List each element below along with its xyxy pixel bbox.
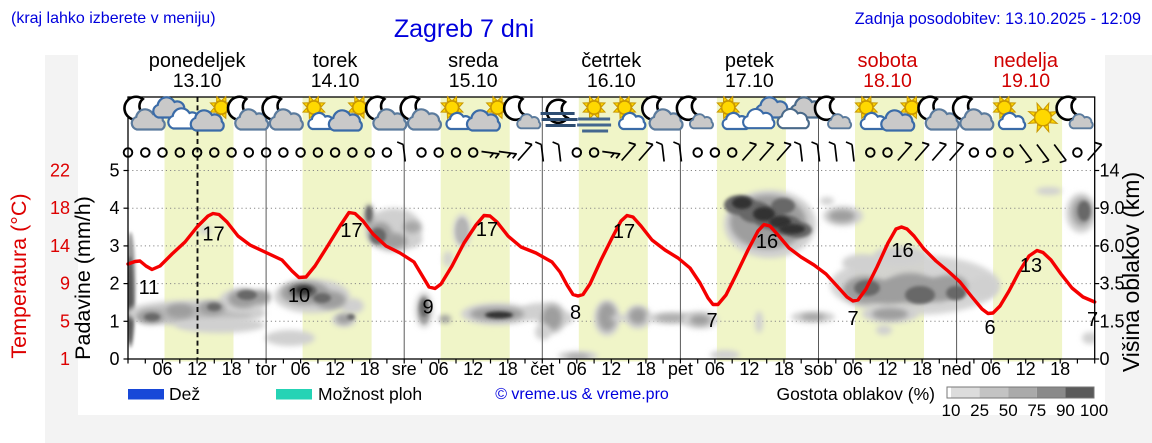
svg-text:14: 14 <box>1100 161 1120 181</box>
svg-text:tor: tor <box>256 359 277 379</box>
svg-text:18: 18 <box>222 359 242 379</box>
svg-text:12: 12 <box>877 359 897 379</box>
svg-text:ned: ned <box>942 359 972 379</box>
svg-text:17.10: 17.10 <box>725 70 774 92</box>
svg-text:9: 9 <box>60 274 70 294</box>
svg-text:13.10: 13.10 <box>173 70 222 92</box>
svg-text:14.10: 14.10 <box>311 70 360 92</box>
svg-text:75: 75 <box>1027 401 1046 420</box>
svg-text:7: 7 <box>1087 309 1098 331</box>
svg-text:pet: pet <box>668 359 693 379</box>
svg-text:1: 1 <box>60 349 70 369</box>
svg-text:12: 12 <box>325 359 345 379</box>
svg-text:19.10: 19.10 <box>1001 70 1050 92</box>
svg-text:12: 12 <box>601 359 621 379</box>
svg-text:0: 0 <box>1100 349 1110 369</box>
svg-text:4: 4 <box>109 198 119 218</box>
svg-text:© vreme.us & vreme.pro: © vreme.us & vreme.pro <box>495 386 669 403</box>
svg-text:Zadnja posodobitev: 13.10.2025: Zadnja posodobitev: 13.10.2025 - 12:09 <box>855 10 1141 28</box>
svg-text:06: 06 <box>152 359 172 379</box>
svg-text:11: 11 <box>139 277 160 299</box>
svg-text:12: 12 <box>463 359 483 379</box>
svg-text:13: 13 <box>1020 255 1042 277</box>
svg-text:100: 100 <box>1080 401 1108 420</box>
svg-text:18: 18 <box>360 359 380 379</box>
svg-text:3: 3 <box>109 236 119 256</box>
svg-text:3.5: 3.5 <box>1100 274 1125 294</box>
svg-text:Zagreb 7 dni: Zagreb 7 dni <box>394 15 534 43</box>
svg-text:6.0: 6.0 <box>1100 236 1125 256</box>
svg-text:06: 06 <box>567 359 587 379</box>
svg-text:9: 9 <box>422 297 433 319</box>
svg-text:17: 17 <box>613 221 635 243</box>
svg-text:petek: petek <box>725 50 775 72</box>
svg-text:18: 18 <box>1050 359 1070 379</box>
svg-text:(kraj lahko izberete v meniju): (kraj lahko izberete v meniju) <box>11 10 216 27</box>
svg-text:9.0: 9.0 <box>1100 198 1125 218</box>
svg-text:18: 18 <box>636 359 656 379</box>
svg-text:18: 18 <box>50 198 70 218</box>
svg-text:sre: sre <box>392 359 417 379</box>
svg-text:10: 10 <box>288 285 310 307</box>
svg-text:12: 12 <box>739 359 759 379</box>
svg-text:06: 06 <box>981 359 1001 379</box>
svg-text:0: 0 <box>109 349 119 369</box>
svg-text:Temperatura (°C): Temperatura (°C) <box>7 193 31 358</box>
svg-text:22: 22 <box>50 161 70 181</box>
svg-text:06: 06 <box>705 359 725 379</box>
svg-text:Višina oblakov (km): Višina oblakov (km) <box>1118 172 1144 372</box>
svg-text:5: 5 <box>60 311 70 331</box>
svg-text:7: 7 <box>706 310 717 332</box>
svg-text:sreda: sreda <box>448 50 499 72</box>
svg-text:5: 5 <box>109 161 119 181</box>
svg-text:Dež: Dež <box>169 384 200 404</box>
svg-text:25: 25 <box>970 401 989 420</box>
svg-text:06: 06 <box>429 359 449 379</box>
svg-text:12: 12 <box>187 359 207 379</box>
svg-text:12: 12 <box>1016 359 1036 379</box>
svg-text:torek: torek <box>313 50 358 72</box>
svg-text:1.5: 1.5 <box>1100 311 1125 331</box>
svg-text:1: 1 <box>109 311 119 331</box>
svg-text:Možnost ploh: Možnost ploh <box>318 384 422 404</box>
svg-text:Padavine (mm/h): Padavine (mm/h) <box>71 196 95 360</box>
svg-text:10: 10 <box>942 401 961 420</box>
svg-text:18: 18 <box>774 359 794 379</box>
svg-text:16: 16 <box>891 240 913 262</box>
svg-text:06: 06 <box>291 359 311 379</box>
svg-text:90: 90 <box>1056 401 1075 420</box>
svg-text:50: 50 <box>999 401 1018 420</box>
svg-text:čet: čet <box>530 359 554 379</box>
svg-text:18: 18 <box>912 359 932 379</box>
svg-text:16.10: 16.10 <box>587 70 636 92</box>
svg-text:Gostota oblakov (%): Gostota oblakov (%) <box>776 384 935 404</box>
svg-text:nedelja: nedelja <box>993 50 1058 72</box>
svg-text:sobota: sobota <box>857 50 918 72</box>
svg-text:7: 7 <box>847 308 858 330</box>
svg-text:ponedeljek: ponedeljek <box>149 50 247 72</box>
svg-text:6: 6 <box>984 317 995 339</box>
svg-text:16: 16 <box>756 231 778 253</box>
svg-text:17: 17 <box>202 224 224 246</box>
svg-text:sob: sob <box>804 359 833 379</box>
svg-text:8: 8 <box>570 302 581 324</box>
svg-text:06: 06 <box>843 359 863 379</box>
svg-text:14: 14 <box>50 236 70 256</box>
svg-text:četrtek: četrtek <box>581 50 642 72</box>
svg-text:18: 18 <box>498 359 518 379</box>
svg-text:18.10: 18.10 <box>863 70 912 92</box>
svg-text:17: 17 <box>340 220 362 242</box>
svg-text:15.10: 15.10 <box>449 70 498 92</box>
svg-text:2: 2 <box>109 274 119 294</box>
svg-text:17: 17 <box>476 219 498 241</box>
